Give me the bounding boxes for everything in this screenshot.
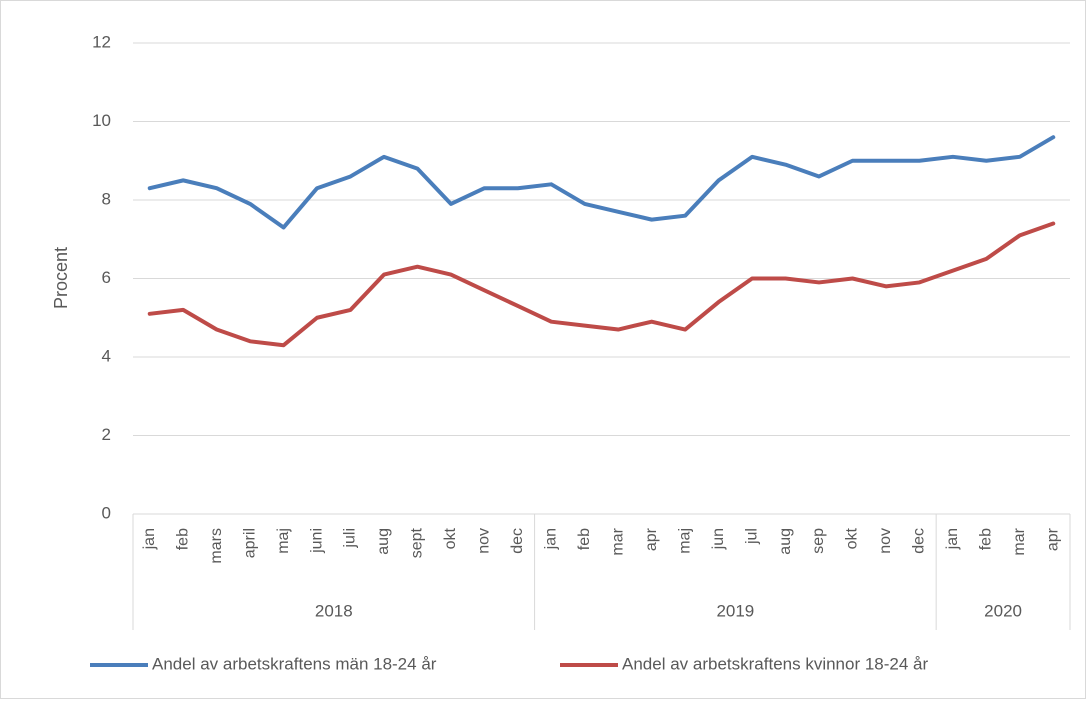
x-tick-label: mars — [208, 528, 225, 564]
y-axis-label: Procent — [51, 247, 71, 309]
y-tick-label: 8 — [102, 189, 111, 208]
year-label: 2020 — [984, 601, 1022, 620]
y-tick-label: 4 — [102, 346, 111, 365]
y-tick-label: 2 — [102, 425, 111, 444]
x-tick-label: dec — [911, 528, 928, 554]
series-line — [147, 221, 1056, 348]
year-label: 2019 — [716, 601, 754, 620]
x-tick-label: jul — [743, 528, 760, 545]
x-tick-label: aug — [777, 528, 794, 555]
x-tick-label: apr — [643, 527, 660, 551]
year-label: 2018 — [315, 601, 353, 620]
x-tick-label: feb — [576, 528, 593, 550]
x-tick-label: jan — [141, 528, 158, 550]
x-tick-label: okt — [844, 527, 861, 549]
x-tick-label: jan — [543, 528, 560, 550]
x-tick-label: sept — [409, 527, 426, 558]
x-tick-label: apr — [1044, 527, 1061, 551]
x-tick-label: feb — [978, 528, 995, 550]
x-tick-label: dec — [509, 528, 526, 554]
x-tick-label: maj — [275, 528, 292, 554]
y-tick-label: 12 — [92, 32, 111, 51]
x-tick-label: april — [241, 528, 258, 558]
x-tick-label: sep — [810, 528, 827, 554]
x-tick-label: jun — [710, 528, 727, 550]
series-line — [147, 135, 1056, 230]
x-tick-label: nov — [476, 528, 493, 554]
x-tick-label: nov — [877, 528, 894, 554]
x-tick-label: maj — [676, 528, 693, 554]
y-tick-label: 10 — [92, 111, 111, 130]
x-tick-label: aug — [375, 528, 392, 555]
x-tick-label: mar — [1011, 527, 1028, 555]
y-tick-label: 0 — [102, 503, 111, 522]
legend-label: Andel av arbetskraftens kvinnor 18-24 år — [622, 654, 929, 673]
x-tick-label: jan — [944, 528, 961, 550]
x-tick-label: juni — [308, 528, 325, 554]
x-tick-label: juli — [342, 528, 359, 549]
x-tick-label: feb — [174, 528, 191, 550]
y-tick-label: 6 — [102, 268, 111, 287]
x-tick-label: okt — [442, 527, 459, 549]
x-tick-label: mar — [609, 527, 626, 555]
legend-label: Andel av arbetskraftens män 18-24 år — [152, 654, 437, 673]
